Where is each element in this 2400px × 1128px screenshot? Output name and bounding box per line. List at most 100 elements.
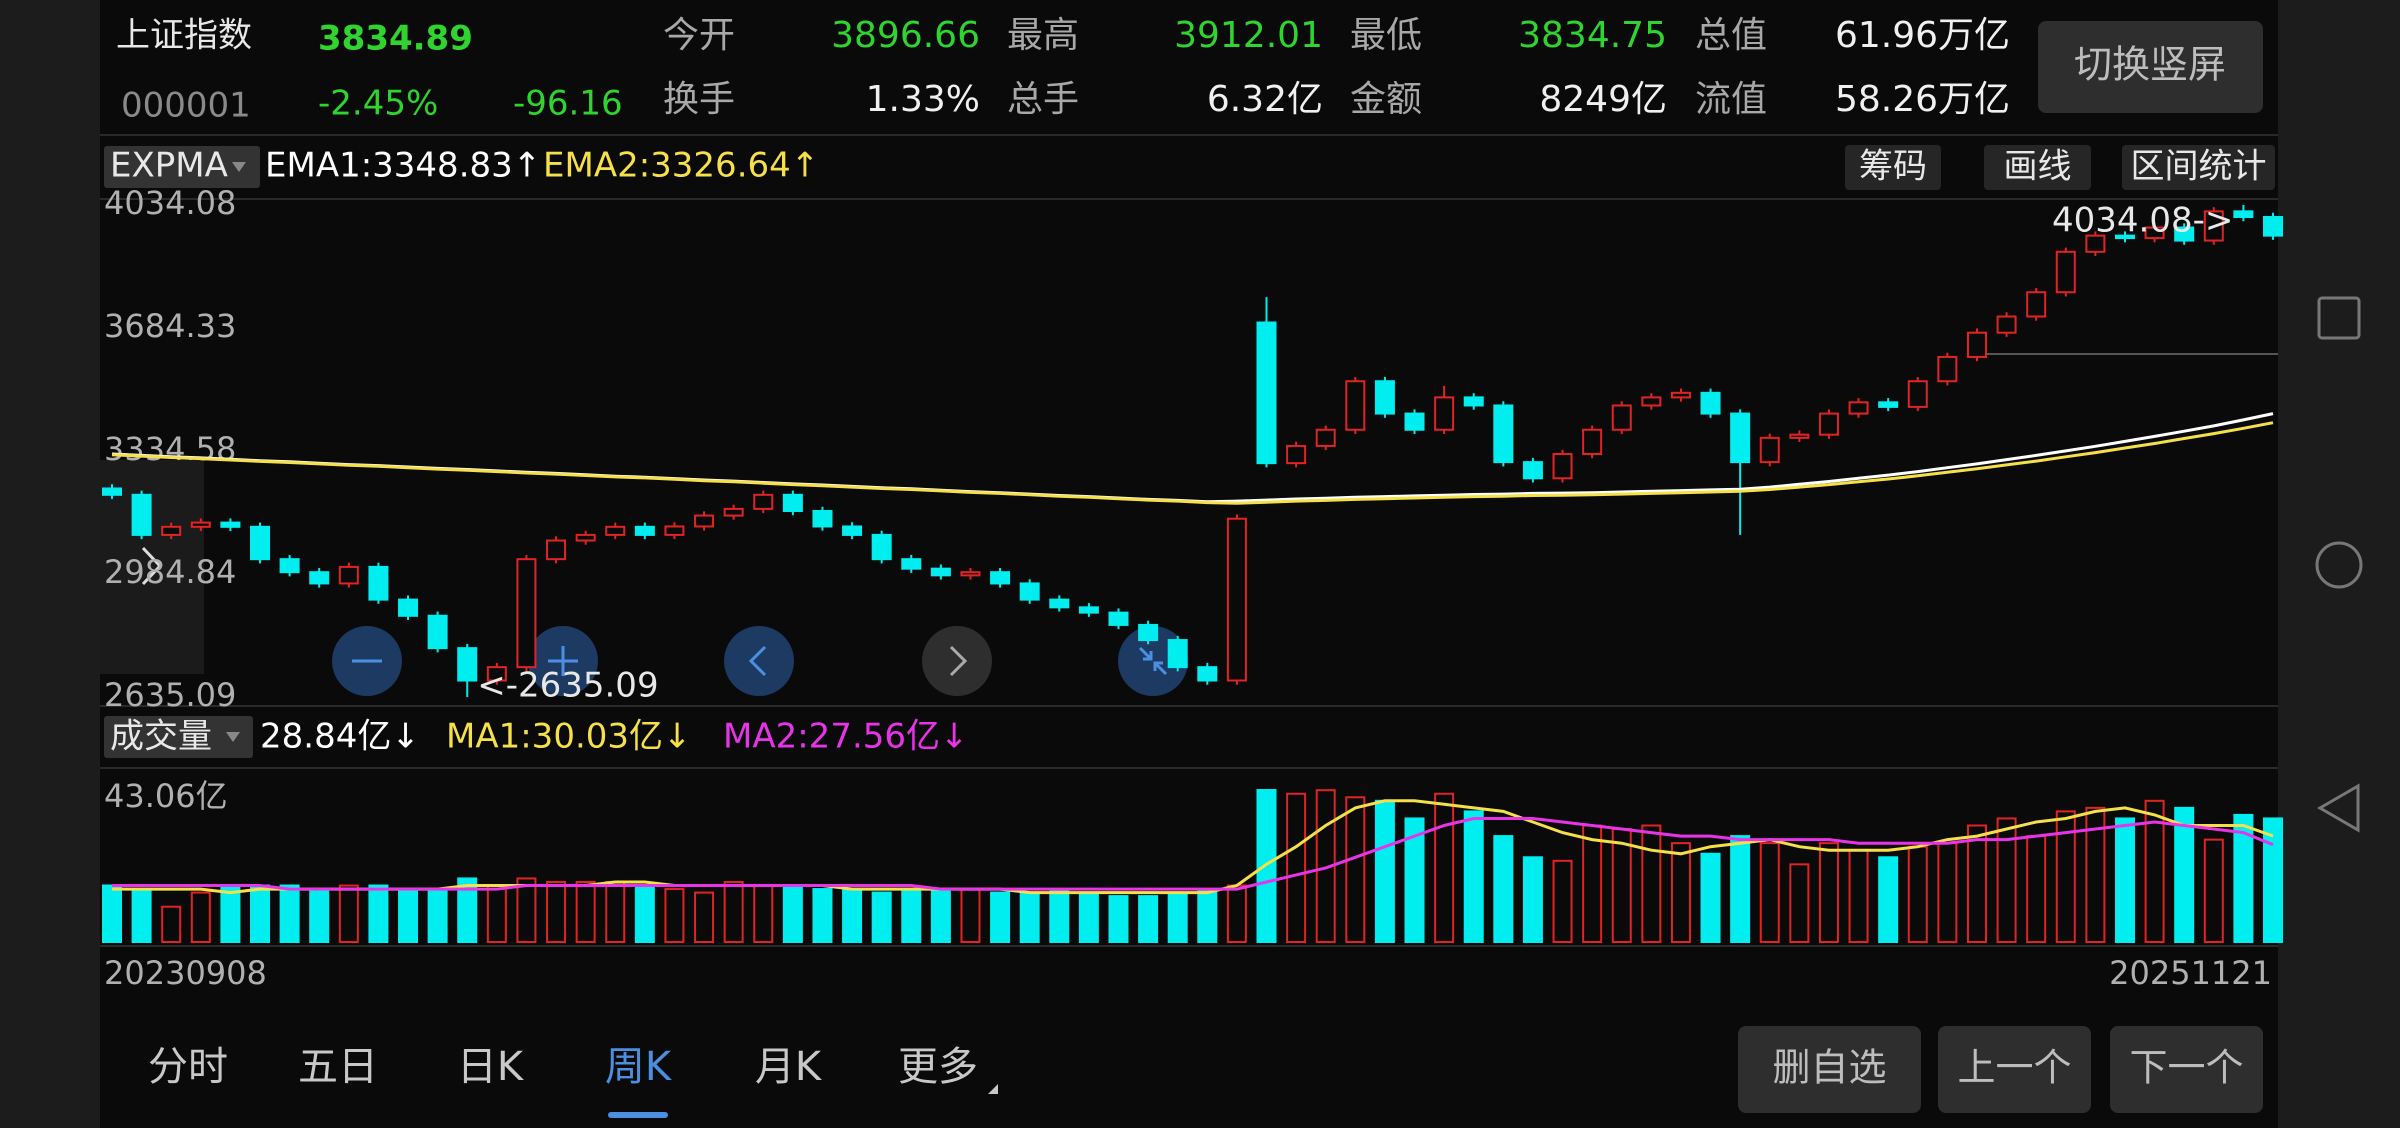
- volume-bar: [842, 888, 863, 943]
- volume-bar: [398, 888, 419, 943]
- volume-bar: [2233, 813, 2254, 944]
- nav-recent[interactable]: [2317, 296, 2361, 340]
- action-button-label[interactable]: 下一个: [2129, 1046, 2243, 1090]
- toggle-button-label[interactable]: 切换竖屏: [2074, 43, 2226, 87]
- volume-bar: [250, 884, 271, 944]
- left-margin: [0, 0, 100, 1128]
- candle-body: [871, 533, 892, 561]
- stat-label: 换手: [663, 79, 735, 120]
- indicator-selector-label[interactable]: EXPMA: [110, 146, 228, 186]
- tab[interactable]: 月K: [755, 1044, 823, 1090]
- volume-selector-label[interactable]: 成交量: [110, 717, 212, 757]
- candle-body: [1493, 404, 1514, 464]
- candle-body: [812, 509, 833, 528]
- volume-bar: [930, 888, 951, 943]
- tool-button-label[interactable]: 筹码: [1859, 147, 1927, 187]
- candle-body: [1078, 606, 1099, 614]
- candle-body: [1878, 401, 1899, 408]
- candle-body: [250, 525, 271, 561]
- candle-body: [694, 514, 715, 528]
- indicator-selector[interactable]: [104, 146, 260, 188]
- volume-bar: [546, 880, 567, 944]
- volume-selector[interactable]: [104, 716, 253, 758]
- tool-button[interactable]: [1845, 145, 1941, 190]
- action-button-label[interactable]: 上一个: [1957, 1046, 2071, 1090]
- volume-bar: [2085, 806, 2106, 943]
- tool-button[interactable]: [1984, 145, 2091, 190]
- volume-bar: [1730, 835, 1751, 943]
- candle-body: [2085, 234, 2106, 253]
- nav-back[interactable]: [2317, 783, 2360, 833]
- candle-body: [1049, 598, 1070, 609]
- candle-body: [1374, 380, 1395, 415]
- y-tick-label: 2635.09: [104, 676, 236, 714]
- candle-body: [990, 571, 1011, 585]
- y-tick-label: 4034.08: [104, 184, 236, 222]
- change: -96.16: [513, 84, 623, 124]
- candle-body: [190, 521, 211, 528]
- candle-body: [842, 525, 863, 536]
- candle-body: [1226, 517, 1247, 682]
- icon: [548, 646, 578, 676]
- volume-bar: [782, 884, 803, 944]
- candle-body: [1700, 391, 1721, 415]
- stat-label: 总手: [1007, 79, 1079, 120]
- stat-value: 3896.66: [831, 15, 980, 56]
- volume-bar: [1374, 799, 1395, 944]
- candle-body: [516, 558, 537, 669]
- volume-bar: [1167, 891, 1188, 943]
- action-button[interactable]: [1938, 1026, 2091, 1113]
- tab[interactable]: 周K: [605, 1044, 673, 1090]
- candle-body: [1315, 428, 1336, 447]
- volume-bar: [1937, 842, 1958, 944]
- nav-home[interactable]: [2315, 541, 2363, 589]
- scroll-left[interactable]: [724, 626, 794, 696]
- volume-bar: [1226, 884, 1247, 944]
- tool-button-label[interactable]: 画线: [2004, 147, 2072, 187]
- toggle-button[interactable]: [2038, 21, 2263, 113]
- scroll-right[interactable]: [922, 626, 992, 696]
- candle-body: [2174, 226, 2195, 242]
- min-label: <-2635.09: [477, 666, 658, 706]
- action-button[interactable]: [2110, 1026, 2263, 1113]
- tool-button-label[interactable]: 区间统计: [2131, 147, 2267, 187]
- candle-body: [2263, 215, 2283, 237]
- tab[interactable]: 五日: [298, 1044, 378, 1090]
- candle-body: [1966, 331, 1987, 358]
- volume-bar: [427, 888, 448, 943]
- max-label: 4034.08->: [2052, 201, 2233, 241]
- candle-body: [2114, 234, 2135, 240]
- volume-bar: [1522, 856, 1543, 943]
- tab[interactable]: 分时: [148, 1044, 228, 1090]
- volume-bar: [1759, 842, 1780, 944]
- candle-body: [605, 525, 626, 536]
- candle-body: [131, 493, 152, 536]
- icon: [1138, 646, 1168, 676]
- action-button[interactable]: [1738, 1026, 1921, 1113]
- candle-body: [338, 565, 359, 585]
- stat-label: 总值: [1695, 15, 1767, 56]
- candle-body: [1789, 433, 1810, 439]
- volume-bar: [1493, 835, 1514, 943]
- volume-bar: [457, 877, 478, 943]
- volume-bar: [694, 891, 715, 943]
- tab[interactable]: 日K: [457, 1044, 525, 1090]
- stat-label: 最高: [1007, 15, 1079, 56]
- tab[interactable]: 更多: [898, 1044, 978, 1090]
- chevron[interactable]: [141, 546, 163, 586]
- stat-value: 1.33%: [866, 79, 980, 120]
- candle-body: [309, 571, 330, 585]
- candle-body: [723, 507, 744, 517]
- volume-bar: [1996, 817, 2017, 944]
- more-marker: [988, 1084, 998, 1094]
- action-button-label[interactable]: 删自选: [1772, 1046, 1886, 1090]
- candle-body: [901, 558, 922, 570]
- volume-bar: [1818, 842, 1839, 944]
- stat-value: 8249亿: [1539, 79, 1667, 120]
- volume-bar: [960, 888, 981, 943]
- tool-button[interactable]: [2122, 145, 2275, 190]
- candle-body: [782, 493, 803, 512]
- index-price: 3834.89: [318, 19, 473, 59]
- volume-bar: [1582, 824, 1603, 943]
- volume-bar: [516, 877, 537, 943]
